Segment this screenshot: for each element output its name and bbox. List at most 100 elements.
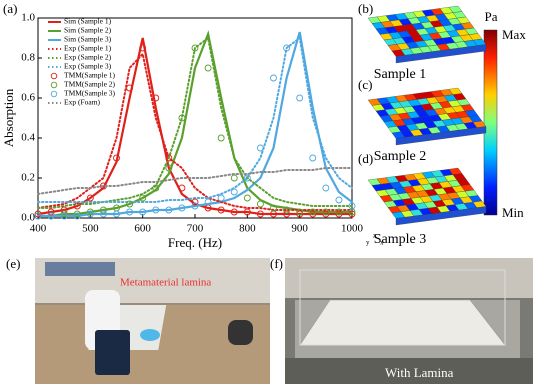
data-point bbox=[243, 208, 251, 216]
data-point bbox=[47, 212, 55, 220]
panel-label: (c) bbox=[358, 77, 372, 92]
data-point bbox=[309, 154, 317, 162]
data-point bbox=[191, 44, 199, 52]
axis-icon: y bbox=[366, 239, 370, 247]
data-point bbox=[126, 84, 134, 92]
sample-label: Sample 2 bbox=[374, 149, 427, 164]
data-point bbox=[152, 94, 160, 102]
photo-caption: Metamaterial lamina bbox=[120, 277, 211, 289]
y-tick-label: 0.2 bbox=[21, 172, 35, 184]
data-point bbox=[296, 210, 304, 218]
data-point bbox=[99, 206, 107, 214]
legend-label: TMM(Sample 2) bbox=[64, 80, 116, 89]
data-point bbox=[165, 154, 173, 162]
data-point bbox=[113, 210, 120, 218]
colorbar-min: Min bbox=[502, 205, 524, 220]
data-point bbox=[178, 184, 186, 192]
x-tick-label: 400 bbox=[30, 223, 47, 235]
data-point bbox=[348, 202, 356, 210]
data-point bbox=[165, 206, 173, 214]
data-point bbox=[230, 174, 238, 182]
data-point bbox=[86, 194, 94, 202]
slab-side bbox=[395, 44, 487, 64]
data-point bbox=[243, 194, 251, 202]
legend-label: Sim (Sample 1) bbox=[64, 17, 112, 26]
sample-label: Sample 1 bbox=[374, 67, 427, 82]
legend-label: Exp (Sample 3) bbox=[64, 62, 112, 71]
data-point bbox=[348, 210, 356, 218]
data-point bbox=[296, 94, 304, 102]
x-axis-label: Freq. (Hz) bbox=[168, 235, 222, 250]
data-point bbox=[152, 184, 160, 192]
y-axis-label: Absorption bbox=[1, 88, 16, 147]
legend-label: Sim (Sample 2) bbox=[64, 26, 112, 35]
x-tick-label: 800 bbox=[239, 223, 256, 235]
x-tick-label: 1000 bbox=[341, 223, 364, 235]
data-point bbox=[204, 64, 212, 72]
data-point bbox=[152, 206, 160, 214]
x-tick-label: 900 bbox=[291, 223, 308, 235]
data-point bbox=[230, 208, 238, 216]
data-point bbox=[99, 210, 107, 218]
data-point bbox=[165, 164, 173, 172]
slab bbox=[367, 167, 487, 226]
data-point bbox=[34, 210, 42, 218]
data-point bbox=[270, 74, 277, 82]
y-tick-label: 0.8 bbox=[21, 52, 35, 64]
sample-label: Sample 3 bbox=[374, 232, 427, 247]
data-point bbox=[139, 208, 147, 216]
panel-label: (a) bbox=[3, 1, 17, 16]
y-tick-label: 1.0 bbox=[21, 12, 35, 24]
legend-swatch bbox=[50, 81, 58, 89]
data-line bbox=[37, 167, 353, 195]
data-point bbox=[191, 198, 199, 206]
data-point bbox=[296, 208, 304, 216]
data-point bbox=[47, 208, 55, 216]
data-point bbox=[217, 134, 225, 142]
data-point bbox=[309, 208, 317, 216]
data-point bbox=[283, 206, 291, 214]
data-point bbox=[270, 204, 277, 212]
data-line bbox=[37, 36, 353, 203]
x-tick-label: 600 bbox=[134, 223, 151, 235]
data-point bbox=[335, 208, 343, 216]
data-point bbox=[34, 212, 42, 220]
legend-label: Sim (Sample 3) bbox=[64, 35, 112, 44]
colorbar bbox=[483, 29, 498, 216]
data-point bbox=[217, 194, 225, 202]
data-point bbox=[335, 196, 343, 204]
data-line bbox=[36, 37, 354, 216]
data-point bbox=[256, 144, 264, 152]
x-tick-label: 700 bbox=[187, 223, 204, 235]
y-tick-label: 0.4 bbox=[21, 132, 35, 144]
data-point bbox=[73, 210, 81, 218]
data-point bbox=[335, 210, 343, 218]
data-point bbox=[256, 210, 264, 218]
data-point bbox=[256, 200, 264, 208]
data-point bbox=[217, 206, 225, 214]
panel-label: (d) bbox=[358, 151, 373, 166]
slab-side bbox=[395, 206, 487, 226]
slab bbox=[367, 5, 487, 64]
data-point bbox=[139, 44, 147, 52]
data-point bbox=[113, 154, 120, 162]
data-point bbox=[191, 202, 199, 210]
data-point bbox=[204, 198, 212, 206]
slab-side bbox=[395, 126, 487, 146]
legend-label: Exp (Foam) bbox=[64, 98, 101, 107]
data-point bbox=[322, 208, 330, 216]
data-point bbox=[243, 174, 251, 182]
data-point bbox=[178, 204, 186, 212]
legend-label: Exp (Sample 2) bbox=[64, 53, 112, 62]
axis-icon: x bbox=[380, 239, 384, 247]
panel-label: (f) bbox=[270, 256, 283, 271]
legend-label: TMM(Sample 1) bbox=[64, 71, 116, 80]
colorbar-max: Max bbox=[502, 27, 526, 42]
data-point bbox=[309, 210, 317, 218]
legend-label: TMM(Sample 3) bbox=[64, 89, 116, 98]
data-line bbox=[37, 36, 353, 209]
photo-caption: With Lamina bbox=[385, 365, 454, 380]
data-point bbox=[60, 212, 68, 220]
photo-e bbox=[35, 258, 270, 384]
